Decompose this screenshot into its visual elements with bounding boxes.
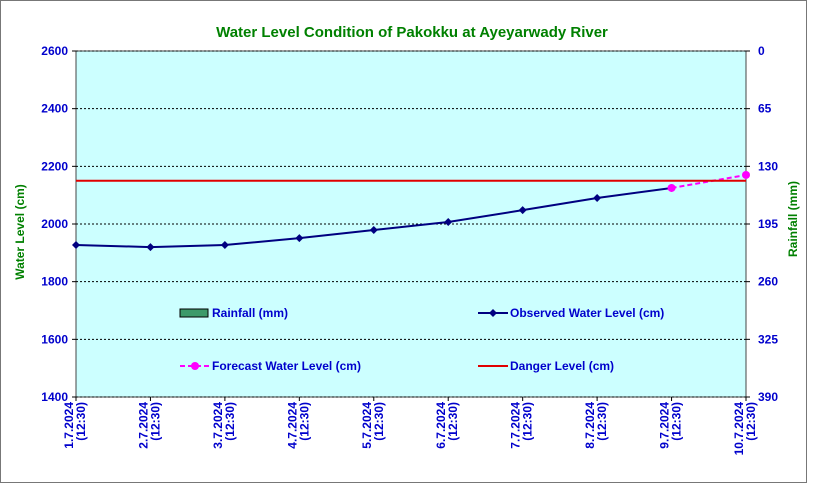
y2-tick-label: 130: [758, 159, 778, 173]
point: [146, 243, 155, 252]
point: [369, 226, 378, 235]
x-tick-label: 4.7.2024(12:30): [285, 402, 311, 449]
y-axis-title: Water Level (cm): [13, 184, 27, 280]
x-tick-label: 3.7.2024(12:30): [211, 402, 237, 449]
x-tick-label: 6.7.2024(12:30): [434, 402, 460, 449]
point: [295, 234, 304, 243]
x-tick-label: 2.7.2024(12:30): [136, 402, 162, 449]
x-tick-label: 5.7.2024(12:30): [360, 402, 386, 449]
x-tick-label: 10.7.2024(12:30): [732, 402, 758, 456]
point: [742, 170, 750, 179]
point: [444, 217, 453, 226]
legend-marker: [489, 309, 497, 317]
x-tick-label: 9.7.2024(12:30): [658, 402, 684, 449]
y2-tick-label: 0: [758, 44, 765, 58]
series-line: [671, 173, 747, 189]
y-tick-label: 1400: [41, 390, 68, 404]
point: [72, 241, 80, 250]
x-tick-label: 1.7.2024(12:30): [62, 402, 88, 449]
y2-tick-label: 325: [758, 332, 778, 346]
y2-tick-label: 195: [758, 217, 778, 231]
plot-area: [75, 50, 747, 398]
y2-axis-title: Rainfall (mm): [786, 181, 800, 257]
legend-swatch: [179, 308, 209, 318]
y-tick-label: 2200: [41, 159, 68, 173]
legend-label: Forecast Water Level (cm): [212, 359, 361, 373]
y2-tick-label: 260: [758, 275, 778, 289]
y-tick-label: 1600: [41, 332, 68, 346]
y-tick-label: 2000: [41, 217, 68, 231]
point: [667, 183, 676, 192]
legend-label: Rainfall (mm): [212, 306, 288, 320]
y-tick-label: 2400: [41, 102, 68, 116]
chart-title: Water Level Condition of Pakokku at Ayey…: [216, 24, 608, 41]
point: [220, 241, 229, 250]
x-tick-label: 7.7.2024(12:30): [509, 402, 535, 449]
legend-marker: [191, 362, 199, 370]
y-tick-label: 2600: [41, 44, 68, 58]
x-tick-label: 8.7.2024(12:30): [583, 402, 609, 449]
y2-tick-label: 65: [758, 102, 772, 116]
point: [593, 194, 602, 203]
y-tick-label: 1800: [41, 275, 68, 289]
legend-label: Danger Level (cm): [510, 359, 614, 373]
point: [518, 206, 527, 215]
legend-label: Observed Water Level (cm): [510, 306, 664, 320]
y2-tick-label: 390: [758, 390, 778, 404]
